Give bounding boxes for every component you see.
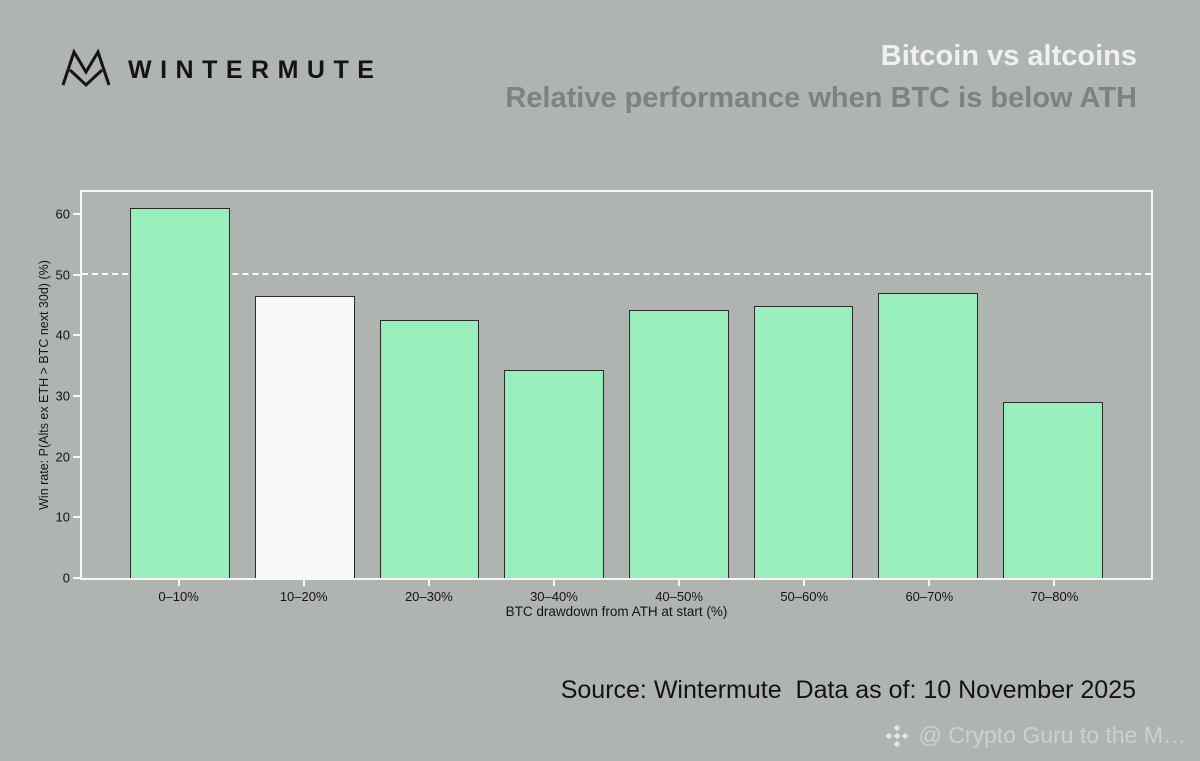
y-axis-label: Win rate: P(Alts ex ETH > BTC next 30d) … [37, 260, 51, 510]
x-tick-label: 0–10% [116, 580, 241, 604]
x-tick-label: 30–40% [491, 580, 616, 604]
y-tick-mark [73, 394, 80, 397]
y-tick-mark [73, 577, 80, 579]
x-axis-label: BTC drawdown from ATH at start (%) [505, 604, 728, 619]
bar-slot [118, 192, 243, 578]
y-tick-mark [73, 334, 80, 337]
y-tick-mark [73, 455, 80, 458]
watermark: @ Crypto Guru to the M… [884, 722, 1187, 749]
bar-7 [1002, 402, 1103, 578]
wintermute-logo-icon [60, 48, 112, 93]
bar-1 [255, 295, 355, 578]
chart-title: Bitcoin vs altcoins [880, 40, 1137, 72]
x-tick-labels: 0–10% 10–20% 20–30% 30–40% 40–50% 50–60% 60–70… [80, 580, 1153, 604]
binance-logo-icon [884, 723, 910, 749]
brand-name: WINTERMUTE [128, 56, 383, 84]
bar-3 [504, 369, 605, 578]
plot-area: 0 10 20 30 40 50 60 [56, 190, 1153, 585]
title-block: Bitcoin vs altcoins Relative performance… [505, 38, 1137, 117]
bar-5 [753, 305, 854, 578]
y-tick-label: 50 [55, 267, 70, 283]
bar-4 [628, 309, 729, 578]
y-tick-mark [73, 516, 80, 519]
bar-slot [492, 192, 617, 578]
bar-slot [866, 192, 991, 578]
x-tick-label: 20–30% [366, 580, 491, 604]
source-note: Source: Wintermute Data as of: 10 Novemb… [560, 676, 1136, 704]
x-tick-label: 10–20% [241, 580, 366, 604]
y-tick-mark [73, 212, 80, 215]
x-tick-label: 50–60% [742, 580, 867, 604]
watermark-text: @ Crypto Guru to the M… [918, 722, 1187, 748]
y-tick-label: 10 [55, 509, 70, 525]
x-tick-label: 70–80% [992, 580, 1117, 604]
bar-slot [367, 192, 492, 578]
bar-slot [243, 192, 368, 578]
y-tick-label: 40 [55, 327, 70, 343]
bar-slot [741, 192, 866, 578]
x-tick-label: 40–50% [617, 580, 742, 604]
y-tick-label: 0 [62, 570, 70, 586]
bars [82, 192, 1151, 578]
bar-2 [379, 320, 480, 578]
y-tick-label: 20 [55, 449, 70, 465]
bar-6 [878, 292, 978, 578]
y-tick-label: 60 [55, 206, 70, 222]
chart-subtitle: Relative performance when BTC is below A… [505, 82, 1137, 115]
bar-0 [130, 207, 231, 578]
brand: WINTERMUTE [60, 48, 382, 93]
bar-slot [617, 192, 742, 578]
bar-slot [990, 192, 1115, 578]
reference-line [82, 272, 1151, 275]
x-tick-label: 60–70% [867, 580, 992, 604]
y-tick-mark [73, 273, 80, 276]
y-tick-label: 30 [55, 388, 70, 404]
